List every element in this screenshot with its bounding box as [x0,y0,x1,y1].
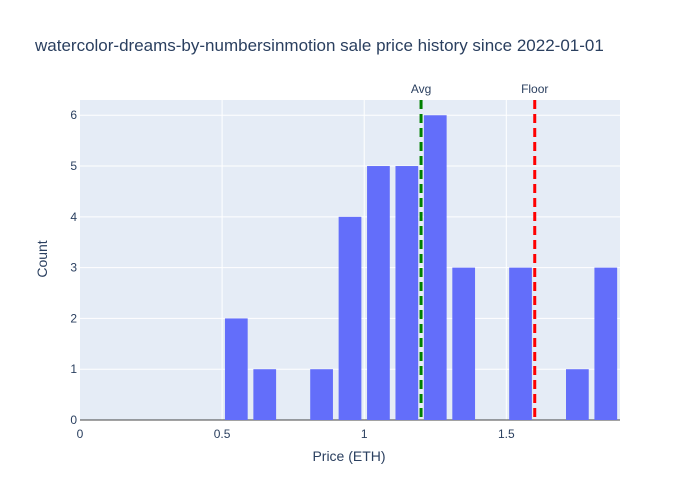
reference-label-avg: Avg [411,82,431,96]
histogram-bar [338,216,362,420]
x-tick-label: 0.5 [214,427,231,441]
y-tick-label: 4 [70,210,77,224]
y-tick-label: 1 [70,362,77,376]
x-tick-label: 1 [361,427,368,441]
x-axis-ticks: 0 0.5 1 1.5 [77,427,515,441]
y-tick-label: 0 [70,413,77,427]
reference-lines: Avg Floor [411,82,548,420]
histogram-bar [310,369,333,420]
histogram-bar [509,267,532,420]
histogram-bar [452,267,476,420]
chart-title: watercolor-dreams-by-numbersinmotion sal… [34,36,604,55]
histogram-bar [566,369,589,420]
y-tick-label: 3 [70,261,77,275]
histogram-bar [253,369,277,420]
histogram-bar [594,267,618,420]
x-tick-label: 1.5 [498,427,515,441]
histogram-bar [224,318,248,420]
y-axis-title: Count [34,240,50,277]
y-tick-label: 5 [70,159,77,173]
y-tick-label: 2 [70,311,77,325]
bars [224,115,618,420]
y-tick-label: 6 [70,108,77,122]
y-axis-ticks: 0 1 2 3 4 5 6 [70,108,77,427]
x-tick-label: 0 [77,427,84,441]
histogram-bar [367,166,390,420]
histogram-bar [395,166,419,420]
reference-label-floor: Floor [521,82,548,96]
x-axis-title: Price (ETH) [312,448,385,464]
histogram-bar [423,115,447,420]
